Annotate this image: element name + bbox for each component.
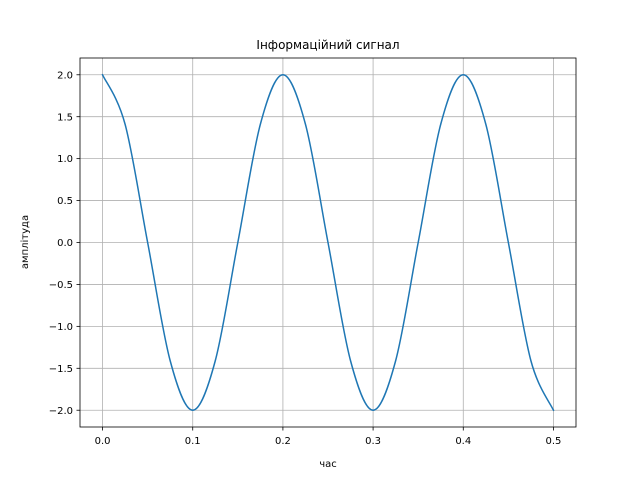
ticks: 0.0 0.1 0.2 0.3 0.4 0.5 2.0 1.5 1.0 0.5 0.0 −0.5 −1.… bbox=[49, 70, 562, 447]
y-tick-label: −1.0 bbox=[49, 322, 73, 333]
x-axis-label: час bbox=[319, 459, 337, 470]
y-tick-label: 1.0 bbox=[57, 154, 73, 165]
x-tick-label: 0.4 bbox=[455, 436, 471, 447]
chart-title: Інформаційний сигнал bbox=[256, 38, 399, 52]
x-tick-label: 0.3 bbox=[365, 436, 381, 447]
y-tick-label: −2.0 bbox=[49, 406, 73, 417]
series-layer bbox=[101, 73, 555, 412]
series-line bbox=[101, 73, 555, 412]
y-tick-label: 0.0 bbox=[57, 238, 73, 249]
x-tick-label: 0.5 bbox=[546, 436, 562, 447]
y-axis-label: амплітуда bbox=[19, 215, 31, 269]
y-tick-label: 1.5 bbox=[57, 112, 73, 123]
y-tick-label: 2.0 bbox=[57, 70, 73, 81]
x-tick-label: 0.0 bbox=[95, 436, 111, 447]
grid bbox=[80, 58, 576, 427]
x-tick-label: 0.2 bbox=[275, 436, 291, 447]
x-tick-label: 0.1 bbox=[185, 436, 201, 447]
y-tick-label: 0.5 bbox=[57, 196, 73, 207]
y-tick-label: −1.5 bbox=[49, 364, 73, 375]
y-tick-label: −0.5 bbox=[49, 280, 73, 291]
